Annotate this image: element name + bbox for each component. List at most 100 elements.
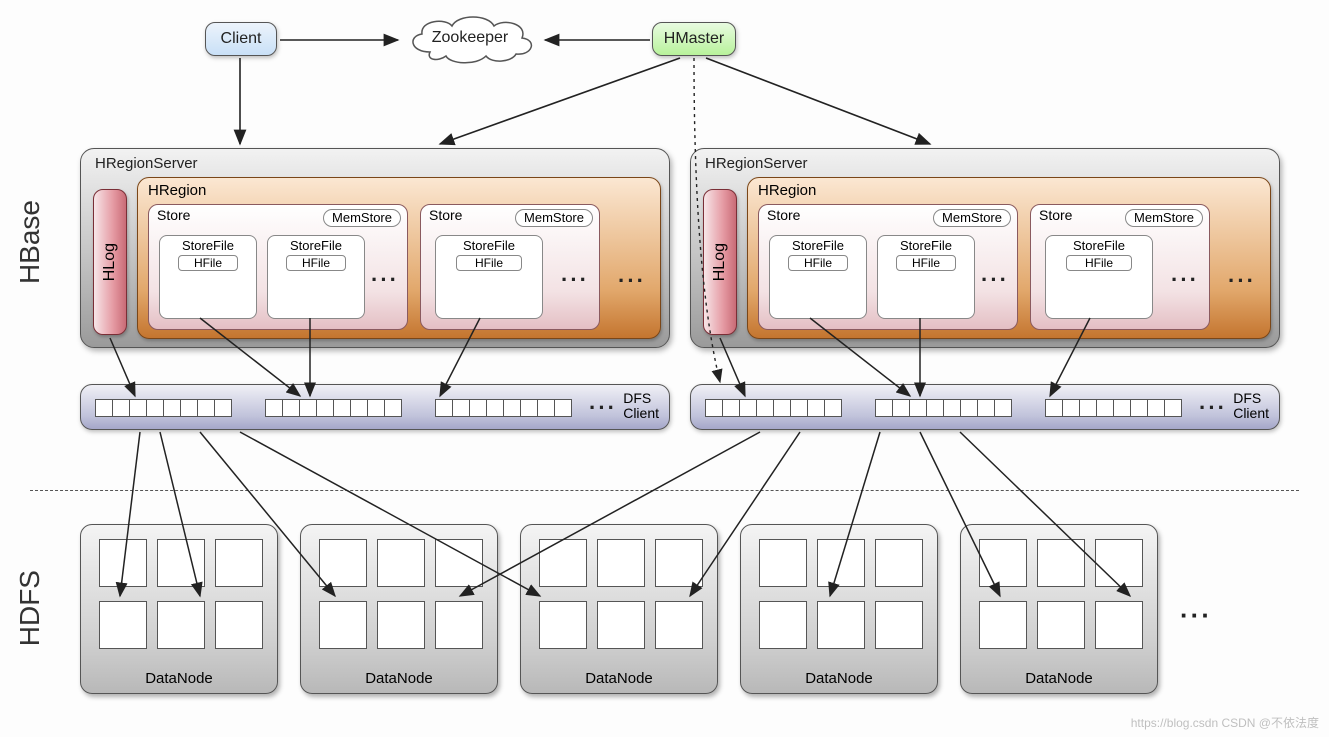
dfs-cell [994, 399, 1012, 417]
hregion-2: HRegion Store MemStore StoreFile HFile S… [747, 177, 1271, 339]
dfs-cell [554, 399, 572, 417]
hfile-2b1: HFile [1066, 255, 1132, 271]
store-2a: Store MemStore StoreFile HFile StoreFile… [758, 204, 1018, 330]
dfs-cell [316, 399, 334, 417]
dfs-cell [926, 399, 944, 417]
hr1-title: HRegion [148, 182, 206, 199]
datanode-4: DataNode [740, 524, 938, 694]
dfs-cell [146, 399, 164, 417]
dfs-cell [722, 399, 740, 417]
storefile-2b1: StoreFile HFile [1045, 235, 1153, 319]
dfs-cell [537, 399, 555, 417]
dfs-cell [807, 399, 825, 417]
rs1-title: HRegionServer [95, 155, 198, 172]
dfs-cell [163, 399, 181, 417]
dots-2a: ··· [981, 267, 1009, 293]
sf2b1-title: StoreFile [1046, 238, 1152, 253]
hlog-1: HLog [93, 189, 127, 335]
dfs2-g3 [1045, 399, 1181, 417]
dfs-cell [95, 399, 113, 417]
dots-1a: ··· [371, 267, 399, 293]
dfs-cell [282, 399, 300, 417]
hlog2-label: HLog [711, 243, 729, 281]
store-1b: Store MemStore StoreFile HFile ··· [420, 204, 600, 330]
dfs-cell [1147, 399, 1165, 417]
dfs2-g2 [875, 399, 1011, 417]
dfs-cell [773, 399, 791, 417]
hfile-2a1: HFile [788, 255, 848, 271]
hfile-1b1: HFile [456, 255, 522, 271]
dfs-cell [875, 399, 893, 417]
datanode-3: DataNode [520, 524, 718, 694]
dfs-cell [180, 399, 198, 417]
dfs-cell [520, 399, 538, 417]
store1b-title: Store [429, 207, 462, 223]
hlog1-label: HLog [101, 243, 119, 281]
dfs-cell [1079, 399, 1097, 417]
store-2b: Store MemStore StoreFile HFile ··· [1030, 204, 1210, 330]
dfs-cell [486, 399, 504, 417]
region-server-2: HRegionServer HLog HRegion Store MemStor… [690, 148, 1280, 348]
dfs-cell [756, 399, 774, 417]
dfs-cell [909, 399, 927, 417]
hmaster-node: HMaster [652, 22, 736, 56]
datanode-5: DataNode [960, 524, 1158, 694]
dfs-cell [824, 399, 842, 417]
storefile-2a1: StoreFile HFile [769, 235, 867, 319]
dots-dfs2: ··· [1199, 395, 1227, 421]
dfs-cell [739, 399, 757, 417]
dfs-cell [1164, 399, 1182, 417]
dfs-cell [112, 399, 130, 417]
dfs-cell [367, 399, 385, 417]
rs2-title: HRegionServer [705, 155, 808, 172]
dots-dfs1: ··· [589, 395, 617, 421]
dfs-cell [960, 399, 978, 417]
dfs-cell [503, 399, 521, 417]
datanode-2: DataNode [300, 524, 498, 694]
dfs1-g1 [95, 399, 231, 417]
datanode-1: DataNode [80, 524, 278, 694]
memstore-1a: MemStore [323, 209, 401, 227]
dfs-cell [299, 399, 317, 417]
dfs-cell [333, 399, 351, 417]
dfs-cell [265, 399, 283, 417]
storefile-1b1: StoreFile HFile [435, 235, 543, 319]
dfs-cell [452, 399, 470, 417]
dn4-title: DataNode [741, 670, 937, 687]
dfs-cell [1062, 399, 1080, 417]
hfile-2a2: HFile [896, 255, 956, 271]
dots-2b: ··· [1171, 267, 1199, 293]
client-node: Client [205, 22, 277, 56]
dots-hr1: ··· [618, 268, 646, 294]
dfs1-g2 [265, 399, 401, 417]
dfs1-label: DFS Client [623, 391, 659, 421]
storefile-1a1: StoreFile HFile [159, 235, 257, 319]
dfs-cell [214, 399, 232, 417]
section-divider [30, 490, 1299, 491]
dots-dn: ··· [1180, 600, 1212, 631]
section-label-hdfs: HDFS [14, 570, 46, 646]
storefile-1a2: StoreFile HFile [267, 235, 365, 319]
memstore-1b: MemStore [515, 209, 593, 227]
dfs-client-1: DFS Client ··· [80, 384, 670, 430]
hfile-1a2: HFile [286, 255, 346, 271]
sf1a1-title: StoreFile [160, 238, 256, 253]
memstore-2a: MemStore [933, 209, 1011, 227]
zookeeper-label: Zookeeper [432, 29, 509, 47]
dots-1b: ··· [561, 267, 589, 293]
memstore-2b: MemStore [1125, 209, 1203, 227]
dfs2-label: DFS Client [1233, 391, 1269, 421]
dfs-cell [1113, 399, 1131, 417]
dfs1-g3 [435, 399, 571, 417]
dn5-title: DataNode [961, 670, 1157, 687]
store2b-title: Store [1039, 207, 1072, 223]
hr2-title: HRegion [758, 182, 816, 199]
dfs-cell [892, 399, 910, 417]
sf1b1-title: StoreFile [436, 238, 542, 253]
region-server-1: HRegionServer HLog HRegion Store MemStor… [80, 148, 670, 348]
dfs2-g1 [705, 399, 841, 417]
hfile-1a1: HFile [178, 255, 238, 271]
dfs-cell [384, 399, 402, 417]
store2a-title: Store [767, 207, 800, 223]
dn1-title: DataNode [81, 670, 277, 687]
